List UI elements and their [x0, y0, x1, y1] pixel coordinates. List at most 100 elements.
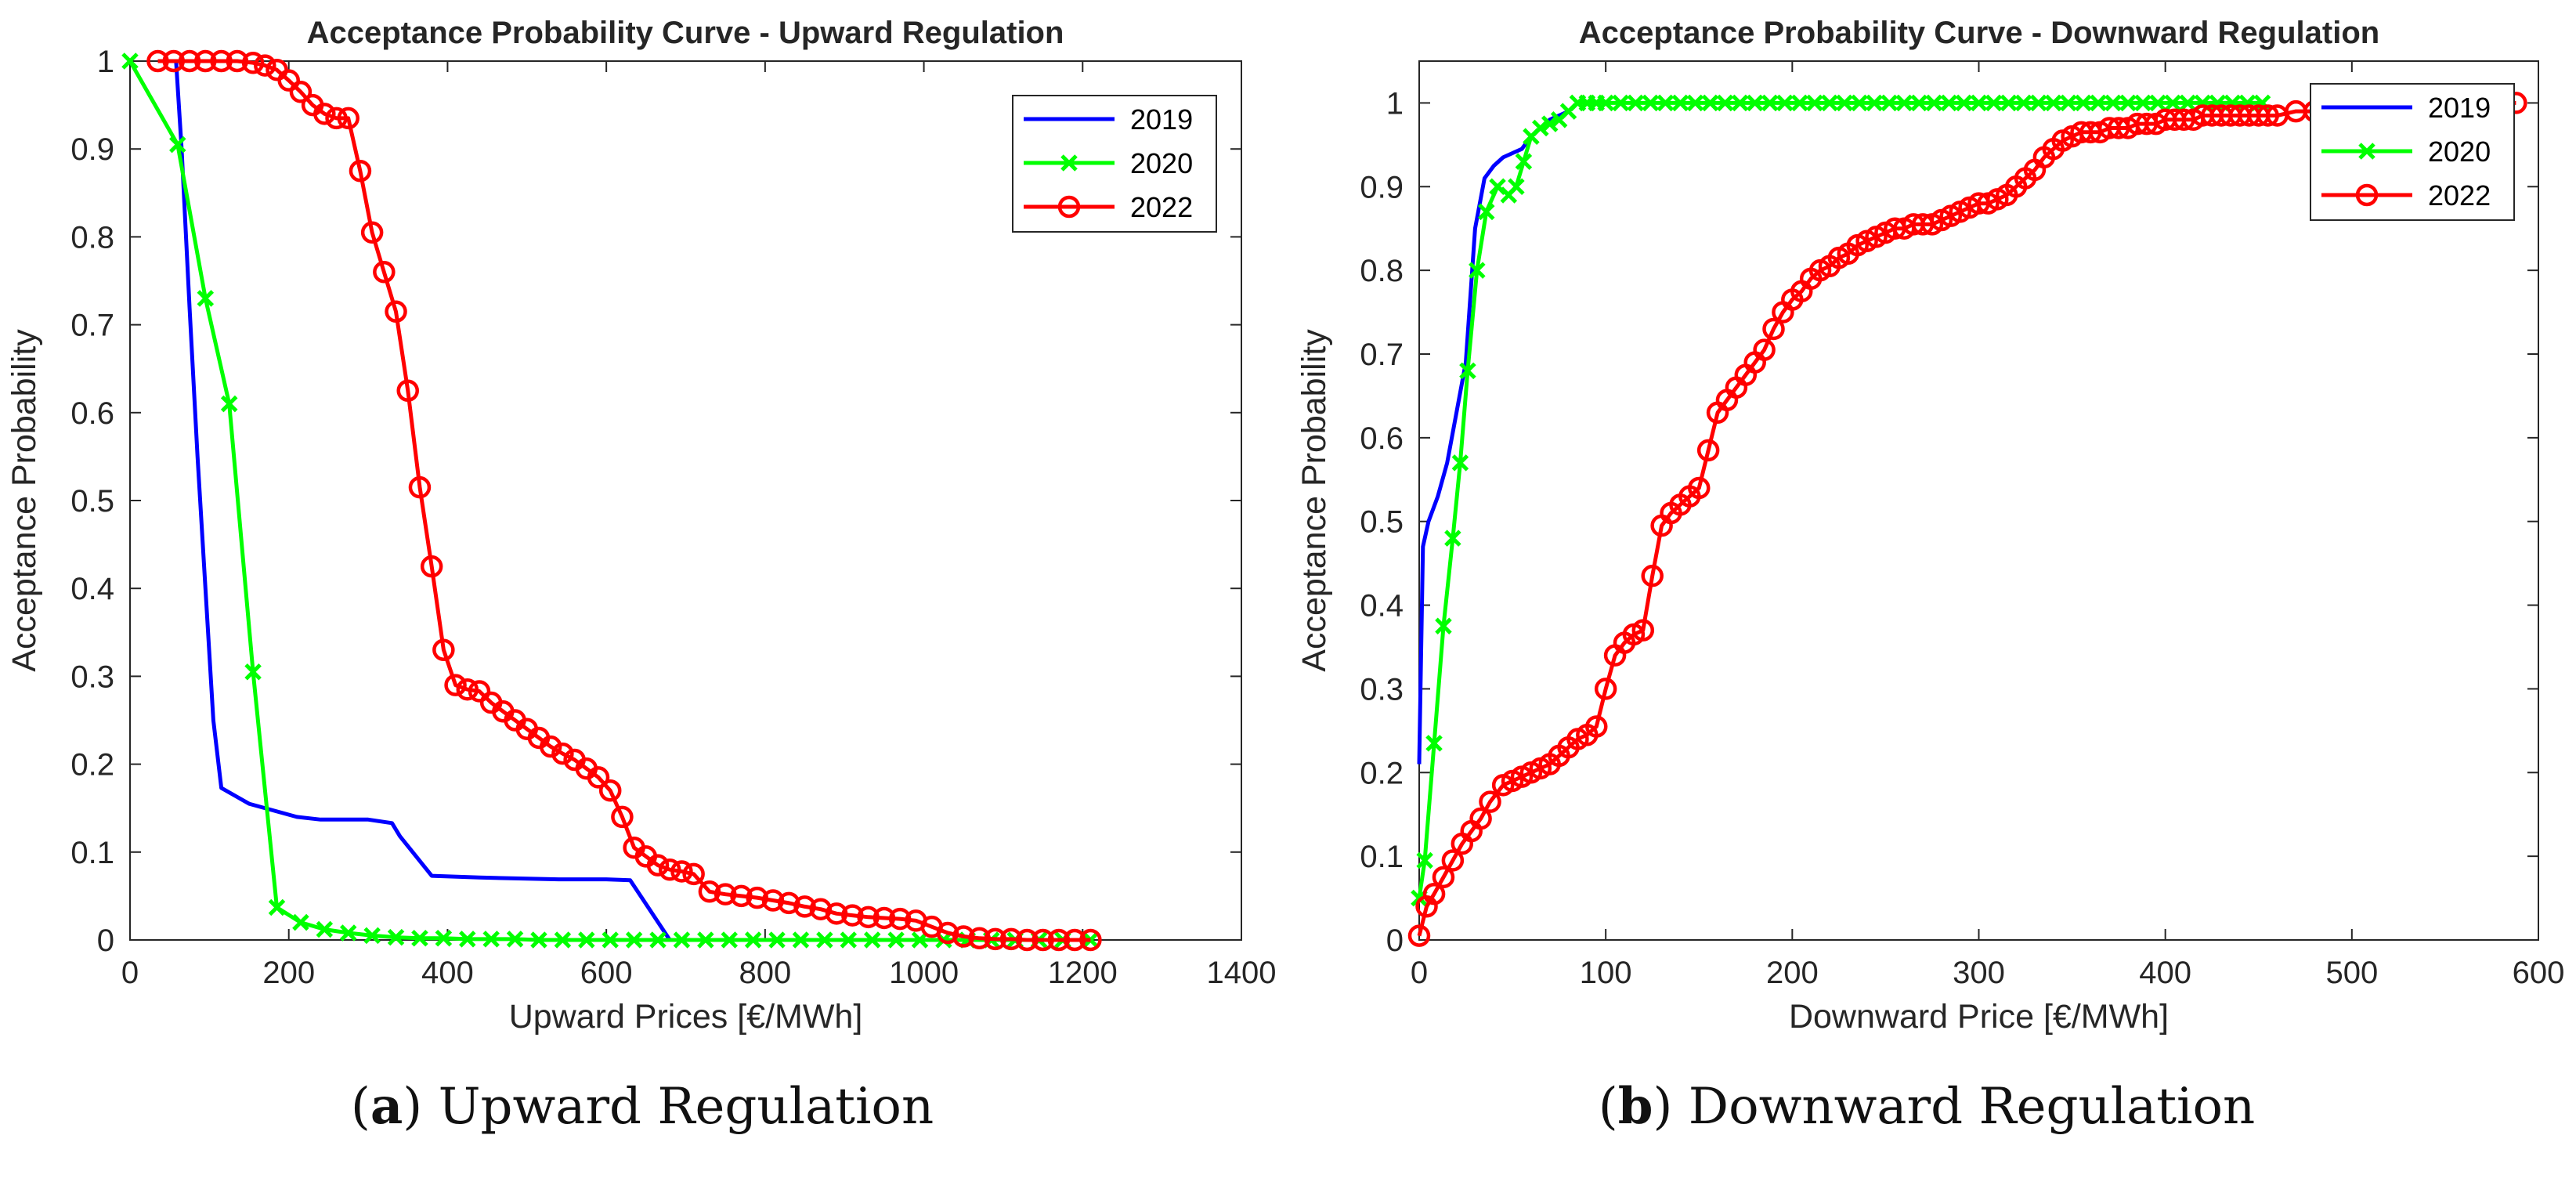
data-point	[887, 931, 905, 949]
data-point	[1866, 94, 1883, 112]
data-point	[602, 931, 619, 949]
data-point	[2044, 94, 2062, 112]
data-point	[506, 931, 524, 948]
x-tick-label: 0	[1411, 956, 1428, 990]
data-point	[396, 379, 419, 402]
data-point	[241, 51, 265, 74]
data-point	[2179, 94, 2197, 112]
data-point	[1895, 94, 1913, 112]
data-point	[1696, 439, 1720, 462]
data-point	[244, 663, 262, 681]
data-point	[1425, 735, 1443, 752]
x-tick-label: 200	[262, 956, 315, 990]
data-point	[289, 81, 313, 103]
legend-label: 2019	[2428, 92, 2491, 124]
data-point	[420, 555, 443, 578]
y-tick-label: 0.8	[1360, 254, 1404, 288]
y-tick-label: 1	[1386, 86, 1404, 121]
x-axis: 0 200 400 600 800 1000 1200 1400	[121, 61, 1277, 990]
data-point	[1477, 203, 1495, 221]
legend-marker	[2358, 143, 2375, 160]
data-point	[857, 905, 880, 929]
y-tick-label: 0.4	[1360, 589, 1404, 624]
data-point	[387, 928, 405, 946]
x-tick-label: 1200	[1048, 956, 1118, 990]
data-point	[936, 921, 959, 945]
y-tick-label: 0.3	[1360, 672, 1404, 707]
y-tick-label: 0.3	[70, 660, 114, 694]
data-point	[1985, 94, 2003, 112]
data-point	[551, 742, 574, 765]
data-point	[178, 49, 201, 73]
data-point	[721, 931, 739, 949]
data-point	[482, 931, 500, 948]
legend-label: 2022	[2428, 179, 2491, 211]
data-point	[162, 49, 185, 73]
data-point	[444, 674, 467, 696]
data-point	[360, 221, 384, 244]
chart-title: Acceptance Probability Curve - Upward Re…	[307, 16, 1064, 50]
x-tick-label: 1000	[889, 956, 959, 990]
data-point	[999, 927, 1023, 951]
data-point	[554, 931, 572, 949]
data-point	[649, 931, 667, 949]
data-point	[1594, 678, 1617, 700]
data-point	[1701, 94, 1719, 112]
panel-upward: Acceptance Probability Curve - Upward Re…	[0, 0, 1284, 1182]
data-point	[2105, 94, 2122, 112]
data-point	[530, 931, 547, 949]
y-tick-label: 0.6	[1360, 421, 1404, 456]
data-point	[1806, 94, 1823, 112]
data-point	[1791, 94, 1808, 112]
data-point	[1688, 476, 1711, 500]
series-2022	[1407, 92, 2527, 947]
data-point	[1031, 928, 1054, 952]
x-tick-label: 1400	[1207, 956, 1277, 990]
data-point	[220, 395, 238, 413]
data-point	[1532, 119, 1549, 137]
series-2020	[1411, 94, 2271, 907]
data-point	[863, 931, 881, 949]
data-point	[268, 898, 286, 916]
data-point	[598, 779, 622, 802]
y-tick-label: 0.2	[70, 748, 114, 783]
y-tick-label: 0.5	[1360, 505, 1404, 540]
y-tick-label: 0.1	[1360, 840, 1404, 874]
data-point	[1469, 262, 1486, 279]
data-point	[768, 931, 786, 949]
data-point	[316, 920, 334, 938]
data-point	[1851, 94, 1868, 112]
data-point	[210, 49, 233, 73]
data-point	[744, 931, 762, 949]
x-tick-label: 500	[2325, 956, 2378, 990]
x-tick-label: 600	[580, 956, 633, 990]
data-point	[1836, 94, 1853, 112]
data-point	[1063, 928, 1086, 952]
data-point	[1407, 924, 1431, 947]
x-tick-label: 800	[739, 956, 791, 990]
data-point	[197, 290, 215, 307]
data-point	[1508, 178, 1525, 196]
data-point	[1910, 94, 1928, 112]
data-point	[1515, 153, 1533, 170]
data-point	[1776, 94, 1794, 112]
y-tick-label: 0.5	[70, 484, 114, 519]
data-point	[968, 927, 991, 950]
y-tick-label: 0.4	[70, 572, 114, 606]
data-point	[337, 107, 359, 130]
chart-upward-regulation: Acceptance Probability Curve - Upward Re…	[5, 16, 1277, 1036]
data-point	[816, 931, 833, 949]
data-point	[1671, 94, 1689, 112]
data-point	[625, 931, 643, 949]
data-point	[325, 107, 348, 130]
data-point	[1082, 931, 1100, 949]
data-point	[121, 52, 139, 70]
data-point	[169, 136, 186, 154]
data-point	[1731, 94, 1749, 112]
x-tick-label: 0	[121, 956, 139, 990]
data-point	[1631, 619, 1655, 642]
data-point	[1761, 94, 1779, 112]
data-point	[1441, 849, 1465, 872]
data-point	[1925, 94, 1943, 112]
